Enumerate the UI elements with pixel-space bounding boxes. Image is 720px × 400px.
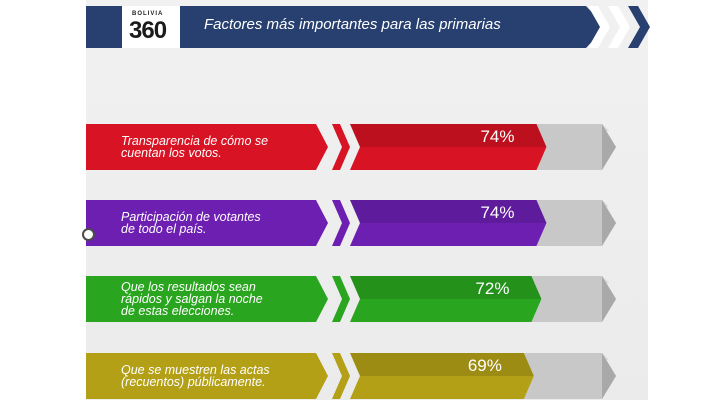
- label-band: [86, 124, 328, 170]
- category-label-line: (recuentos) públicamente.: [121, 375, 266, 389]
- category-label-line: Transparencia de cómo se: [121, 134, 269, 148]
- category-label-line: Participación de votantes: [121, 210, 261, 224]
- data-label: 74%: [480, 127, 515, 146]
- bar: [350, 124, 547, 170]
- bar-remainder-end: [602, 276, 616, 322]
- category-label-line: Que los resultados sean: [121, 280, 256, 294]
- category-label: Participación de votantes de todo el país…: [121, 210, 299, 236]
- chevron-right-icon: [332, 353, 350, 399]
- bar: [350, 276, 542, 322]
- category-label-line: Que se muestren las actas: [121, 363, 270, 377]
- chevron-right-icon: [628, 6, 650, 48]
- page-title: Factores más importantes para las primar…: [204, 16, 501, 33]
- category-label: Transparencia de cómo se cuentan los voto…: [121, 134, 299, 160]
- chevron-right-icon: [332, 276, 350, 322]
- category-label-line: de estas elecciones.: [121, 304, 235, 318]
- chevron-right-icon: [332, 200, 350, 246]
- bar-bevel: [350, 276, 542, 299]
- bar-remainder: [536, 200, 616, 246]
- label-band: [86, 276, 328, 322]
- bar-remainder: [531, 276, 616, 322]
- category-label: Que se muestren las actas (recuentos) púb…: [121, 363, 299, 389]
- bar-bevel: [350, 200, 547, 223]
- bar: [350, 200, 547, 246]
- chevron-right-icon: [588, 6, 610, 48]
- bar-bevel: [350, 124, 547, 147]
- category-label: Que los resultados sean rápidos y salgan …: [121, 280, 299, 318]
- logo-number: 360: [129, 17, 167, 44]
- bar-remainder-end: [602, 353, 616, 399]
- label-band: [86, 200, 328, 246]
- slider-dot: [82, 228, 95, 241]
- data-label: 74%: [480, 203, 515, 222]
- category-label-line: cuentan los votos.: [121, 146, 222, 160]
- data-label: 69%: [467, 356, 502, 375]
- logo-small-text: BOLIVIA: [132, 11, 164, 17]
- bar: [350, 353, 534, 399]
- chevron-right-icon: [332, 124, 350, 170]
- chevron-right-icon: [608, 6, 630, 48]
- category-label-line: de todo el país.: [121, 222, 207, 236]
- bar-remainder-end: [602, 124, 616, 170]
- bar-remainder-end: [602, 200, 616, 246]
- bar-bevel: [350, 353, 534, 376]
- data-label: 72%: [475, 279, 510, 298]
- category-label-line: rápidos y salgan la noche: [121, 292, 263, 306]
- logo: BOLIVIA 360: [122, 6, 180, 48]
- bar-remainder: [536, 124, 616, 170]
- label-band: [86, 353, 328, 399]
- bar-remainder: [523, 353, 616, 399]
